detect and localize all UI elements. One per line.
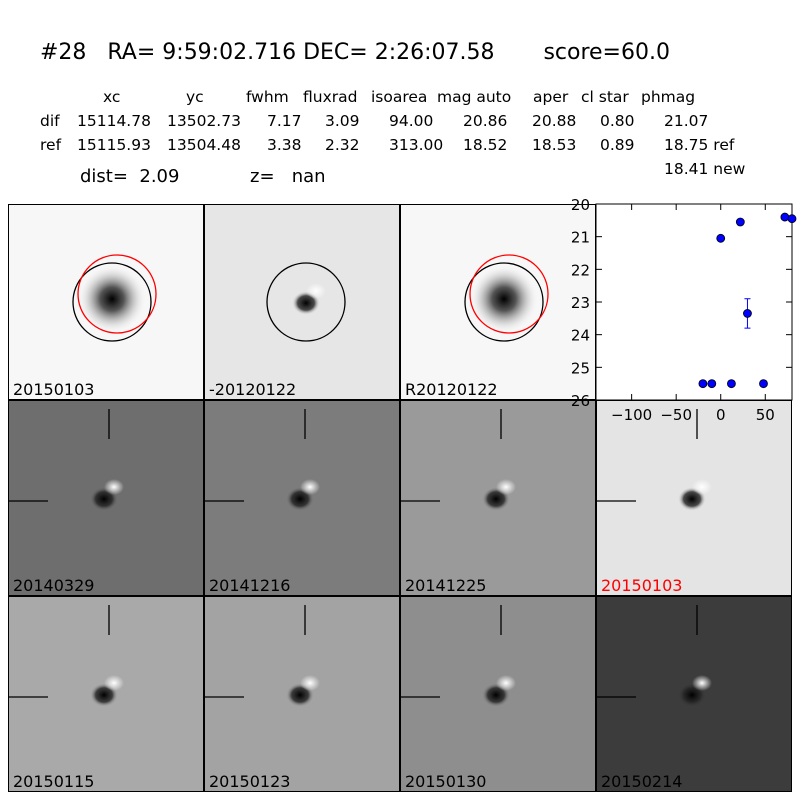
aperture-circle-black	[266, 262, 346, 342]
light-curve-chart: 20 21 22 23 24 25 26 −100 −50 0 50	[571, 196, 797, 424]
panel-date-label: 20150103	[13, 380, 95, 399]
cutout-panel: 20141216	[204, 400, 400, 596]
table-cell: 18.53	[532, 136, 577, 154]
column-header-isoarea: isoarea	[371, 88, 428, 106]
y-tick-label: 24	[571, 327, 590, 345]
data-point	[716, 233, 726, 243]
aperture-circle-red	[469, 254, 549, 334]
dipole-bright-lobe	[692, 479, 712, 495]
panel-date-label: 20150103	[601, 576, 683, 595]
cutout-panel: 20150123	[204, 596, 400, 792]
star-source	[78, 265, 146, 333]
data-point	[727, 379, 736, 389]
y-tick-label: 26	[571, 392, 590, 410]
cutout-panel: 20150130	[400, 596, 596, 792]
aperture-circle-black	[72, 262, 152, 342]
dipole-bright-lobe	[104, 479, 124, 495]
y-tick-label: 22	[571, 261, 590, 279]
table-cell: 313.00	[389, 136, 444, 154]
x-tick-label: −100	[611, 406, 652, 424]
table-cell: 13504.48	[167, 136, 241, 154]
table-cell: 0.89	[600, 136, 635, 154]
data-point	[698, 379, 708, 389]
table-cell: 0.80	[600, 112, 635, 130]
y-tick-label: 21	[571, 229, 590, 247]
cutout-panel: 20150103	[596, 400, 792, 596]
table-cell: 2.32	[325, 136, 360, 154]
cutout-panel: -20120122	[204, 204, 400, 400]
table-cell: 18.75 ref	[664, 136, 735, 154]
panel-date-label: 20141225	[405, 576, 487, 595]
column-header-yc: yc	[186, 88, 204, 106]
dist-value: dist= 2.09	[80, 166, 180, 187]
column-header-cl-star: cl star	[581, 88, 629, 106]
table-cell: 13502.73	[167, 112, 241, 130]
dipole-bright-lobe	[496, 479, 516, 495]
cutout-panel: 20150214	[596, 596, 792, 792]
table-cell: 94.00	[389, 112, 434, 130]
data-point	[743, 309, 752, 318]
data-point	[780, 212, 790, 222]
panel-date-label: 20150130	[405, 772, 487, 791]
panel-date-label: R20120122	[405, 380, 498, 399]
column-header-fwhm: fwhm	[246, 88, 289, 106]
table-cell: 20.86	[463, 112, 508, 130]
dipole-bright-lobe	[496, 675, 516, 691]
cutout-panel: R20120122	[400, 204, 596, 400]
table-cell: 7.17	[267, 112, 302, 130]
column-header-fluxrad: fluxrad	[303, 88, 358, 106]
y-tick-label: 25	[571, 359, 590, 377]
panel-date-label: 20150115	[13, 772, 95, 791]
data-point	[707, 379, 717, 389]
table-cell: 3.38	[267, 136, 302, 154]
panel-date-label: 20140329	[13, 576, 95, 595]
column-header-xc: xc	[103, 88, 121, 106]
data-point	[759, 379, 768, 389]
z-value: z= nan	[250, 166, 326, 187]
aperture-circle-red	[77, 254, 157, 334]
table-cell: 15115.93	[77, 136, 151, 154]
plot-frame	[595, 203, 793, 401]
y-tick-label: 20	[571, 196, 590, 214]
cutout-panel: 20150115	[8, 596, 204, 792]
column-header-mag-auto: mag auto	[437, 88, 512, 106]
cutout-panel: 20141225	[400, 400, 596, 596]
table-cell: 20.88	[532, 112, 577, 130]
page-title: #28 RA= 9:59:02.716 DEC= 2:26:07.58 scor…	[40, 40, 670, 65]
data-point	[735, 217, 745, 227]
cutout-panel: 20140329	[8, 400, 204, 596]
dipole-bright-lobe	[692, 675, 712, 691]
x-tick-label: −50	[660, 406, 692, 424]
column-header-aper: aper	[533, 88, 569, 106]
row-label-ref: ref	[40, 136, 62, 154]
cutout-panel: 20150103	[8, 204, 204, 400]
dipole-bright-lobe	[300, 479, 320, 495]
data-point	[787, 214, 797, 224]
dipole-bright-lobe	[104, 675, 124, 691]
dipole-bright-lobe	[300, 675, 320, 691]
y-tick-label: 23	[571, 294, 590, 312]
panel-date-label: 20150214	[601, 772, 683, 791]
column-header-phmag: phmag	[641, 88, 696, 106]
x-tick-label: 50	[756, 406, 775, 424]
phmag-new-value: 18.41 new	[664, 160, 746, 178]
aperture-circle-black	[464, 262, 544, 342]
table-cell: 15114.78	[77, 112, 151, 130]
dipole-bright-lobe	[306, 283, 326, 299]
table-cell: 21.07	[664, 112, 709, 130]
row-label-dif: dif	[40, 112, 60, 130]
table-cell: 3.09	[325, 112, 360, 130]
panel-date-label: 20150123	[209, 772, 291, 791]
x-tick-label: 0	[716, 406, 726, 424]
table-cell: 18.52	[463, 136, 508, 154]
panel-date-label: -20120122	[209, 380, 297, 399]
star-source	[470, 265, 538, 333]
panel-date-label: 20141216	[209, 576, 291, 595]
